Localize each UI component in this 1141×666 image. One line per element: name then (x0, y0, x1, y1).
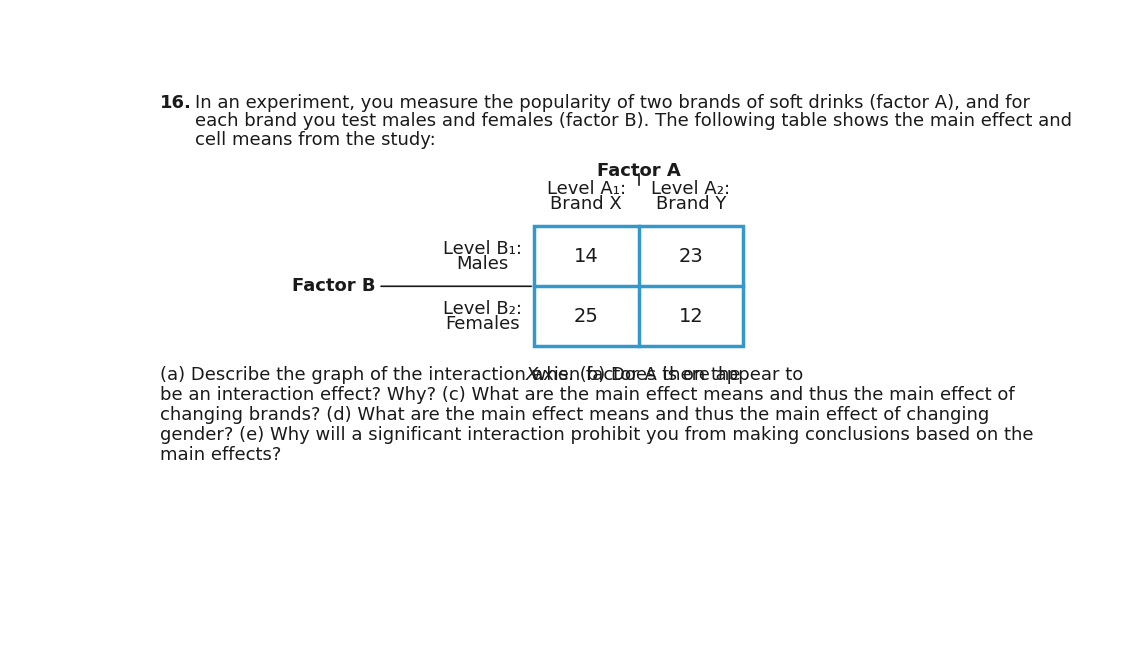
Text: 16.: 16. (160, 94, 192, 112)
Text: Level B₂:: Level B₂: (443, 300, 521, 318)
Text: each brand you test males and females (factor B). The following table shows the : each brand you test males and females (f… (195, 113, 1073, 131)
Bar (534, 226, 743, 346)
Text: changing brands? (d) What are the main effect means and thus the main effect of : changing brands? (d) What are the main e… (160, 406, 989, 424)
Text: Level A₂:: Level A₂: (652, 180, 730, 198)
Text: Males: Males (456, 255, 508, 273)
Text: In an experiment, you measure the popularity of two brands of soft drinks (facto: In an experiment, you measure the popula… (195, 94, 1030, 112)
Text: 25: 25 (574, 307, 599, 326)
Text: gender? (e) Why will a significant interaction prohibit you from making conclusi: gender? (e) Why will a significant inter… (160, 426, 1033, 444)
Text: Level A₁:: Level A₁: (547, 180, 626, 198)
Text: 23: 23 (679, 246, 703, 266)
Text: Factor A: Factor A (597, 162, 680, 180)
Text: be an interaction effect? Why? (c) What are the main effect means and thus the m: be an interaction effect? Why? (c) What … (160, 386, 1014, 404)
Text: cell means from the study:: cell means from the study: (195, 131, 436, 149)
Text: Females: Females (445, 315, 519, 333)
Text: Level B₁:: Level B₁: (443, 240, 521, 258)
Text: main effects?: main effects? (160, 446, 281, 464)
Text: 12: 12 (679, 307, 703, 326)
Text: Brand X: Brand X (550, 195, 622, 213)
Text: Brand Y: Brand Y (656, 195, 726, 213)
Text: (a) Describe the graph of the interaction when factor A is on the: (a) Describe the graph of the interactio… (160, 366, 746, 384)
Text: X: X (525, 366, 537, 384)
Text: Factor B: Factor B (292, 277, 375, 295)
Text: axis. (b) Does there appear to: axis. (b) Does there appear to (533, 366, 803, 384)
Text: 14: 14 (574, 246, 599, 266)
